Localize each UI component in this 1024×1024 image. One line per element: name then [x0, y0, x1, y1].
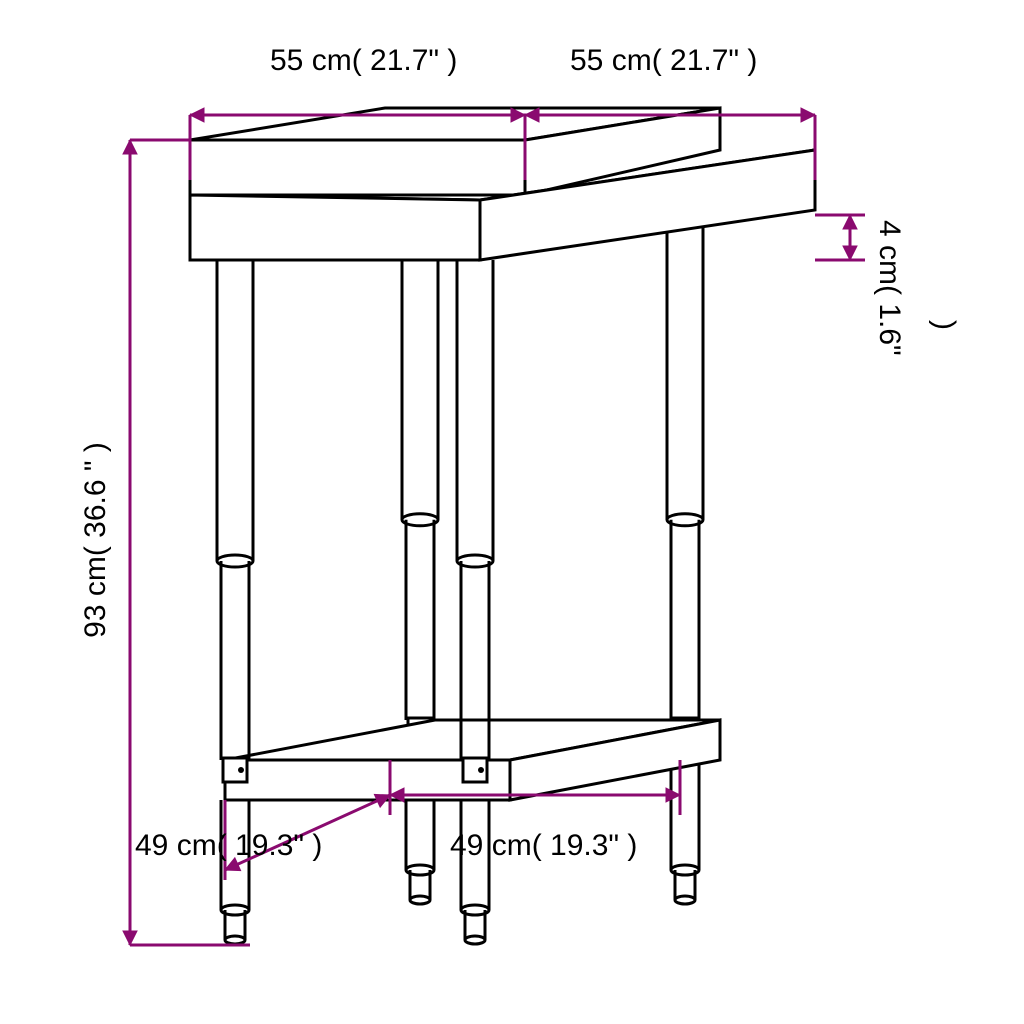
dim-label-height: 93 cm( 36.6 " )	[79, 442, 112, 638]
dim-label-thickness-1: 4 cm( 1.6"	[873, 220, 906, 356]
dim-label-shelf-width: 49 cm( 19.3" )	[450, 829, 637, 862]
dim-label-top-width: 55 cm( 21.7" )	[270, 44, 457, 77]
dim-label-thickness-2: )	[928, 320, 961, 330]
dim-label-shelf-depth: 49 cm( 19.3" )	[135, 829, 322, 862]
dim-label-top-depth: 55 cm( 21.7" )	[570, 44, 757, 77]
